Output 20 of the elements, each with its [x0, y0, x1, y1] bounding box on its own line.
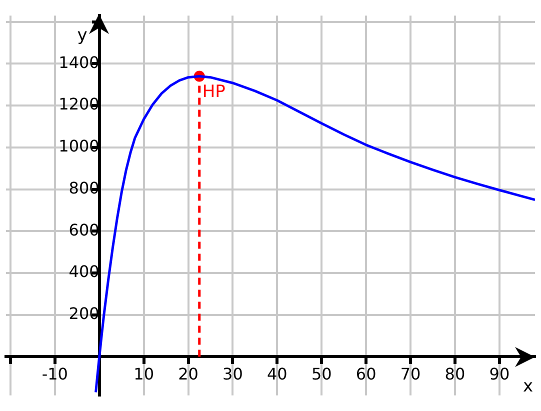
- x-tick-label: 30: [222, 364, 243, 384]
- x-tick-label: 10: [134, 364, 154, 384]
- x-tick-label: 80: [444, 364, 466, 384]
- y-tick-label: 600: [68, 220, 100, 240]
- y-tick-label: 400: [68, 262, 100, 282]
- y-tick-label: 800: [68, 178, 100, 198]
- x-tick-label: 90: [489, 364, 510, 384]
- x-tick-label: 40: [266, 364, 288, 384]
- x-tick-label: 60: [356, 364, 376, 384]
- x-tick-label: 50: [311, 364, 332, 384]
- series-label: HP: [202, 82, 226, 102]
- y-tick-label: 1200: [58, 94, 100, 114]
- x-tick-label: -10: [42, 364, 68, 384]
- x-axis-title: x: [522, 376, 533, 396]
- y-tick-label: 1400: [58, 52, 100, 72]
- y-tick-label: 1000: [58, 136, 100, 156]
- x-tick-label: 70: [400, 364, 421, 384]
- y-tick-label: 200: [68, 304, 100, 323]
- y-axis-title: y: [77, 26, 88, 46]
- x-tick-label: 20: [178, 364, 198, 384]
